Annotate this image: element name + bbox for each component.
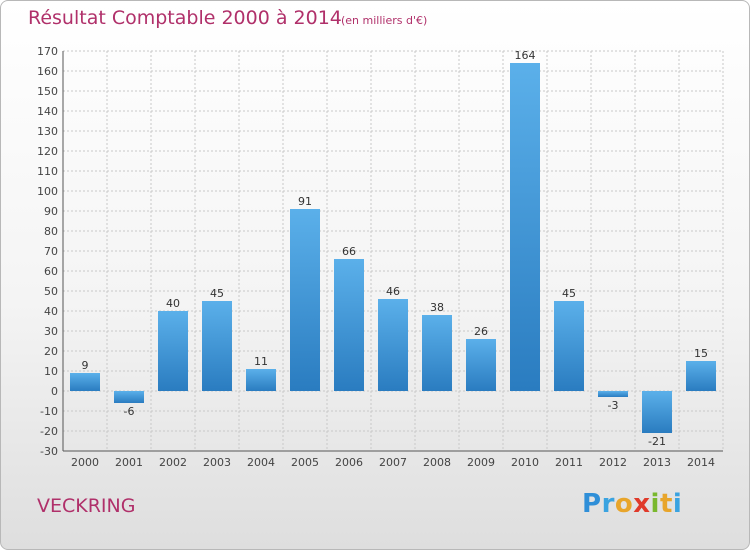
bar-2009 [466, 339, 496, 391]
data-label-2013: -21 [648, 435, 666, 448]
chart-subtitle: (en milliers d'€) [341, 14, 428, 27]
y-tick-label: 110 [37, 165, 58, 178]
y-tick-label: -30 [40, 445, 58, 458]
x-tick-label: 2002 [159, 456, 187, 469]
bar-2000 [70, 373, 100, 391]
data-label-2014: 15 [694, 347, 708, 360]
y-tick-label: 160 [37, 65, 58, 78]
y-tick-label: -10 [40, 405, 58, 418]
commune-name: VECKRING [37, 495, 136, 517]
x-tick-label: 2005 [291, 456, 319, 469]
x-tick-label: 2001 [115, 456, 143, 469]
x-tick-label: 2000 [71, 456, 99, 469]
x-tick-label: 2014 [687, 456, 715, 469]
bar-2011 [554, 301, 584, 391]
data-label-2009: 26 [474, 325, 488, 338]
bar-2005 [290, 209, 320, 391]
y-tick-label: 0 [51, 385, 58, 398]
y-tick-label: 30 [44, 325, 58, 338]
x-tick-label: 2007 [379, 456, 407, 469]
y-tick-label: 70 [44, 245, 58, 258]
y-tick-label: 150 [37, 85, 58, 98]
y-tick-label: 10 [44, 365, 58, 378]
y-tick-label: 20 [44, 345, 58, 358]
bar-2012 [598, 391, 628, 397]
x-tick-label: 2004 [247, 456, 275, 469]
bar-2006 [334, 259, 364, 391]
data-label-2006: 66 [342, 245, 356, 258]
data-label-2000: 9 [82, 359, 89, 372]
y-tick-label: 60 [44, 265, 58, 278]
y-tick-label: 50 [44, 285, 58, 298]
x-tick-label: 2012 [599, 456, 627, 469]
data-label-2001: -6 [124, 405, 135, 418]
x-tick-label: 2009 [467, 456, 495, 469]
data-label-2005: 91 [298, 195, 312, 208]
bar-2004 [246, 369, 276, 391]
data-label-2004: 11 [254, 355, 268, 368]
bar-2002 [158, 311, 188, 391]
y-tick-label: 40 [44, 305, 58, 318]
x-tick-label: 2013 [643, 456, 671, 469]
bar-2010 [510, 63, 540, 391]
y-tick-label: 120 [37, 145, 58, 158]
x-tick-label: 2010 [511, 456, 539, 469]
x-tick-label: 2006 [335, 456, 363, 469]
bar-2013 [642, 391, 672, 433]
bar-2007 [378, 299, 408, 391]
y-tick-label: 140 [37, 105, 58, 118]
data-label-2011: 45 [562, 287, 576, 300]
data-label-2002: 40 [166, 297, 180, 310]
bar-2008 [422, 315, 452, 391]
data-label-2010: 164 [515, 49, 536, 62]
x-tick-label: 2008 [423, 456, 451, 469]
y-tick-label: 100 [37, 185, 58, 198]
bar-2014 [686, 361, 716, 391]
data-label-2007: 46 [386, 285, 400, 298]
x-tick-label: 2003 [203, 456, 231, 469]
data-label-2008: 38 [430, 301, 444, 314]
bar-2001 [114, 391, 144, 403]
y-tick-label: 90 [44, 205, 58, 218]
bar-2003 [202, 301, 232, 391]
y-tick-label: 170 [37, 45, 58, 58]
data-label-2012: -3 [608, 399, 619, 412]
y-tick-label: 130 [37, 125, 58, 138]
proxiti-logo: Proxiti [582, 489, 683, 519]
data-label-2003: 45 [210, 287, 224, 300]
x-tick-label: 2011 [555, 456, 583, 469]
chart-title: Résultat Comptable 2000 à 2014 [28, 7, 342, 29]
y-tick-label: 80 [44, 225, 58, 238]
y-tick-label: -20 [40, 425, 58, 438]
